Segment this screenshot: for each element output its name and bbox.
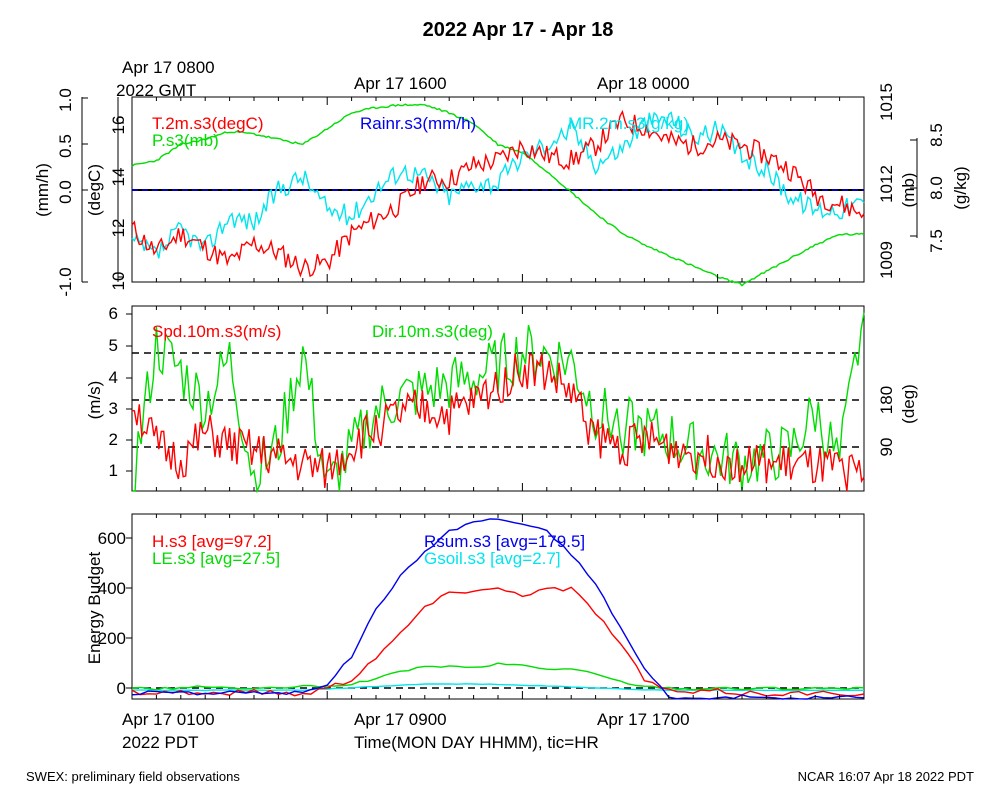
mr-tick-label: 8.0: [927, 176, 946, 200]
speed-series-line: [131, 352, 865, 492]
top-time-label-3: Apr 18 0000: [597, 74, 690, 93]
le-series-line: [131, 662, 865, 691]
rain-tick-label: 1.0: [56, 88, 75, 112]
top-time-label-1: Apr 17 0800: [122, 58, 215, 77]
speed-axis-unit: (m/s): [85, 381, 104, 420]
legend-gsoil: Gsoil.s3 [avg=2.7]: [424, 549, 561, 568]
rain-tick-label: 0.0: [56, 180, 75, 204]
footer-left-note: SWEX: preliminary field observations: [26, 769, 240, 784]
x-axis-label: Time(MON DAY HHMM), tic=HR: [354, 733, 599, 752]
speed-tick-label: 1: [109, 461, 118, 480]
top-time-label-2: Apr 17 1600: [354, 74, 447, 93]
top-time-label-1b: 2022 GMT: [116, 81, 196, 100]
p-tick-label: 1015: [877, 83, 896, 121]
x-tick-label-3: Apr 17 1700: [597, 710, 690, 729]
legend-speed: Spd.10m.s3(m/s): [152, 322, 281, 341]
mr-axis-ticks: [910, 139, 917, 237]
legend-le: LE.s3 [avg=27.5]: [152, 549, 280, 568]
rain-tick-label: 0.5: [56, 134, 75, 158]
mixing-ratio-series-line: [131, 111, 865, 259]
temp-tick-label: 12: [109, 219, 128, 238]
legend-temperature: T.2m.s3(degC): [152, 114, 263, 133]
speed-tick-label: 6: [109, 304, 118, 323]
legend-pressure: P.s3(mb): [152, 131, 219, 150]
x-tick-label-1: Apr 17 0100: [122, 710, 215, 729]
x-tick-label-2: Apr 17 0900: [354, 710, 447, 729]
dir-axis-unit: (deg): [899, 384, 918, 424]
rain-tick-label: -1.0: [56, 267, 75, 296]
legend-h: H.s3 [avg=97.2]: [152, 532, 272, 551]
mr-tick-label: 7.5: [927, 229, 946, 253]
temp-axis-ticks: [118, 122, 124, 278]
p-tick-label: 1009: [877, 241, 896, 279]
dir-tick-label: 180: [877, 386, 896, 414]
footer-right-note: NCAR 16:07 Apr 18 2022 PDT: [798, 769, 974, 784]
hour-tick-marks: [131, 97, 865, 699]
pressure-series-line: [131, 103, 865, 287]
temp-tick-label: 10: [109, 272, 128, 291]
temp-tick-label: 16: [109, 116, 128, 135]
energy-axis-ticks: [126, 537, 132, 689]
energy-tick-label: 0: [117, 679, 126, 698]
speed-tick-label: 4: [109, 368, 118, 387]
legend-rain: Rainr.s3(mm/h): [360, 114, 476, 133]
temp-axis-unit: (degC): [85, 164, 104, 216]
legend-mixing-ratio: MR.2m.s3(g/kg): [568, 114, 689, 133]
dir-tick-label: 90: [877, 438, 896, 457]
energy-tick-label: 600: [98, 529, 126, 548]
energy-tick-label: 400: [98, 579, 126, 598]
h-series-line: [131, 586, 865, 697]
chart-title: 2022 Apr 17 - Apr 18: [423, 19, 614, 41]
gsoil-series-line: [132, 683, 865, 692]
temp-tick-label: 14: [109, 168, 128, 187]
energy-axis-label: Energy Budget: [85, 551, 104, 664]
p-tick-label: 1012: [877, 165, 896, 203]
rain-axis-ticks: [82, 97, 88, 283]
speed-tick-label: 5: [109, 336, 118, 355]
speed-axis-ticks: [126, 313, 132, 472]
legend-rsum: Rsum.s3 [avg=179.5]: [424, 532, 585, 551]
x-tick-label-1b: 2022 PDT: [122, 733, 199, 752]
mr-axis-unit: (g/kg): [951, 166, 970, 209]
mr-tick-label: 8.5: [927, 123, 946, 147]
rain-axis-unit: (mm/h): [33, 163, 52, 217]
speed-tick-label: 2: [109, 430, 118, 449]
temperature-series-line: [131, 109, 865, 278]
legend-direction: Dir.10m.s3(deg): [372, 322, 493, 341]
energy-tick-label: 200: [98, 629, 126, 648]
p-axis-unit: (mb): [899, 173, 918, 208]
speed-tick-label: 3: [109, 399, 118, 418]
